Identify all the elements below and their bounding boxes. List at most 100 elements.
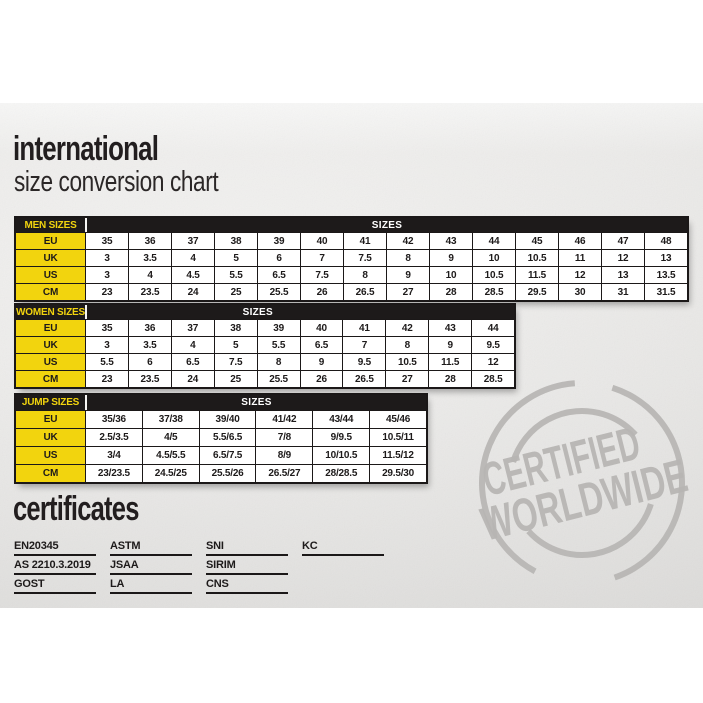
size-cell: 40 bbox=[301, 233, 344, 249]
size-cell: 10.5/11 bbox=[370, 429, 426, 446]
size-cell: 7 bbox=[343, 337, 387, 353]
row-label-uk: UK bbox=[16, 250, 86, 266]
size-cell: 43/44 bbox=[313, 411, 371, 428]
size-cell: 24.5/25 bbox=[142, 465, 200, 482]
size-cell: 28.5 bbox=[472, 371, 515, 387]
size-cell: 3.5 bbox=[129, 250, 172, 266]
size-cell: 35 bbox=[86, 320, 129, 336]
size-cell: 10.5 bbox=[516, 250, 559, 266]
size-cell: 9 bbox=[429, 337, 473, 353]
size-cell: 7 bbox=[301, 250, 344, 266]
size-cell: 42 bbox=[387, 233, 430, 249]
size-cell: 9 bbox=[430, 250, 473, 266]
size-cell: 9/9.5 bbox=[313, 429, 371, 446]
size-cell: 8/9 bbox=[256, 447, 314, 464]
row-label-eu: EU bbox=[16, 411, 86, 428]
sizes-header-label: SIZES bbox=[242, 306, 273, 318]
row-label-us: US bbox=[16, 447, 86, 464]
size-cell: 41 bbox=[343, 320, 387, 336]
size-cell: 28 bbox=[429, 371, 473, 387]
table-row: CM 23 23.5 24 25 25.5 26 26.5 27 28 28.5 bbox=[16, 371, 515, 387]
row-label-us: US bbox=[16, 354, 86, 370]
size-cell: 39/40 bbox=[199, 411, 257, 428]
table-men-sizes: MEN SIZES SIZES EU 35 36 37 38 39 40 41 42 43 44 45 46… bbox=[14, 216, 689, 302]
table-row: EU 35/36 37/38 39/40 41/42 43/44 45/46 bbox=[16, 411, 426, 429]
size-cell: 29.5/30 bbox=[370, 465, 426, 482]
size-cell: 3 bbox=[86, 337, 129, 353]
size-cell: 10 bbox=[430, 267, 473, 283]
size-cell: 10.5 bbox=[473, 267, 516, 283]
size-cell: 23/23.5 bbox=[86, 465, 143, 482]
row-label-uk: UK bbox=[16, 429, 86, 446]
size-cell: 25.5 bbox=[258, 284, 301, 300]
table-women-sizes: WOMEN SIZES SIZES EU 35 36 37 38 39 40 41 42 43 44 UK… bbox=[14, 303, 516, 389]
size-cell: 12 bbox=[559, 267, 602, 283]
size-cell: 4.5 bbox=[172, 267, 215, 283]
size-cell: 23 bbox=[86, 284, 129, 300]
size-cell: 23.5 bbox=[128, 371, 172, 387]
size-cell: 4 bbox=[171, 337, 215, 353]
size-cell: 29.5 bbox=[516, 284, 559, 300]
size-cell: 13 bbox=[645, 250, 687, 266]
table-header-jump-sizes: JUMP SIZES bbox=[16, 395, 85, 410]
size-cell: 3.5 bbox=[128, 337, 172, 353]
size-cell: 44 bbox=[473, 233, 516, 249]
table-row: EU 35 36 37 38 39 40 41 42 43 44 45 46 47 48 bbox=[16, 233, 687, 250]
table-row: EU 35 36 37 38 39 40 41 42 43 44 bbox=[16, 320, 515, 337]
size-cell: 5 bbox=[215, 250, 258, 266]
certified-worldwide-stamp: CERTIFIED WORLDWIDE bbox=[476, 380, 692, 586]
row-label-us: US bbox=[16, 267, 86, 283]
size-cell: 40 bbox=[300, 320, 344, 336]
size-cell: 28.5 bbox=[473, 284, 516, 300]
size-cell: 38 bbox=[214, 320, 258, 336]
certificate-item: EN20345 bbox=[14, 540, 96, 556]
size-cell: 5 bbox=[214, 337, 258, 353]
size-cell: 3 bbox=[86, 267, 129, 283]
size-cell: 8 bbox=[386, 337, 430, 353]
size-cell: 44 bbox=[472, 320, 515, 336]
page-subtitle: size conversion chart bbox=[14, 166, 219, 198]
size-cell: 31.5 bbox=[645, 284, 687, 300]
size-cell: 26.5/27 bbox=[256, 465, 314, 482]
size-cell: 10.5 bbox=[386, 354, 430, 370]
size-cell: 3/4 bbox=[86, 447, 143, 464]
row-label-eu: EU bbox=[16, 233, 86, 249]
table-row: US 3 4 4.5 5.5 6.5 7.5 8 9 10 10.5 11.5 12 13 13.5 bbox=[16, 267, 687, 284]
size-cell: 26 bbox=[300, 371, 344, 387]
size-cell: 35 bbox=[86, 233, 129, 249]
size-cell: 8 bbox=[344, 267, 387, 283]
table-row: UK 3 3.5 4 5 6 7 7.5 8 9 10 10.5 11 12 13 bbox=[16, 250, 687, 267]
size-cell: 6.5 bbox=[300, 337, 344, 353]
size-cell: 26.5 bbox=[343, 371, 387, 387]
size-cell: 10/10.5 bbox=[313, 447, 371, 464]
size-cell: 25.5/26 bbox=[199, 465, 257, 482]
size-cell: 11 bbox=[559, 250, 602, 266]
table-header-men-sizes: MEN SIZES bbox=[16, 218, 85, 232]
table-row: US 5.5 6 6.5 7.5 8 9 9.5 10.5 11.5 12 bbox=[16, 354, 515, 371]
size-cell: 25 bbox=[215, 284, 258, 300]
size-cell: 11.5/12 bbox=[370, 447, 426, 464]
size-cell: 24 bbox=[172, 284, 215, 300]
certificate-item: GOST bbox=[14, 578, 96, 594]
table-row: UK 2.5/3.5 4/5 5.5/6.5 7/8 9/9.5 10.5/11 bbox=[16, 429, 426, 447]
size-cell: 5.5 bbox=[257, 337, 301, 353]
row-label-eu: EU bbox=[16, 320, 86, 336]
size-cell: 38 bbox=[215, 233, 258, 249]
table-row: US 3/4 4.5/5.5 6.5/7.5 8/9 10/10.5 11.5/12 bbox=[16, 447, 426, 465]
size-cell: 45 bbox=[516, 233, 559, 249]
size-cell: 37 bbox=[171, 320, 215, 336]
certificate-item: ASTM bbox=[110, 540, 192, 556]
size-cell: 27 bbox=[387, 284, 430, 300]
size-cell: 39 bbox=[257, 320, 301, 336]
certificates-title: certificates bbox=[13, 490, 139, 528]
size-cell: 6.5 bbox=[171, 354, 215, 370]
size-cell: 7.5 bbox=[344, 250, 387, 266]
size-cell: 7/8 bbox=[256, 429, 314, 446]
size-cell: 43 bbox=[429, 320, 473, 336]
row-label-cm: CM bbox=[16, 371, 86, 387]
size-cell: 46 bbox=[559, 233, 602, 249]
size-cell: 36 bbox=[128, 320, 172, 336]
size-cell: 4 bbox=[172, 250, 215, 266]
size-cell: 5.5 bbox=[215, 267, 258, 283]
certificate-item: SNI bbox=[206, 540, 288, 556]
